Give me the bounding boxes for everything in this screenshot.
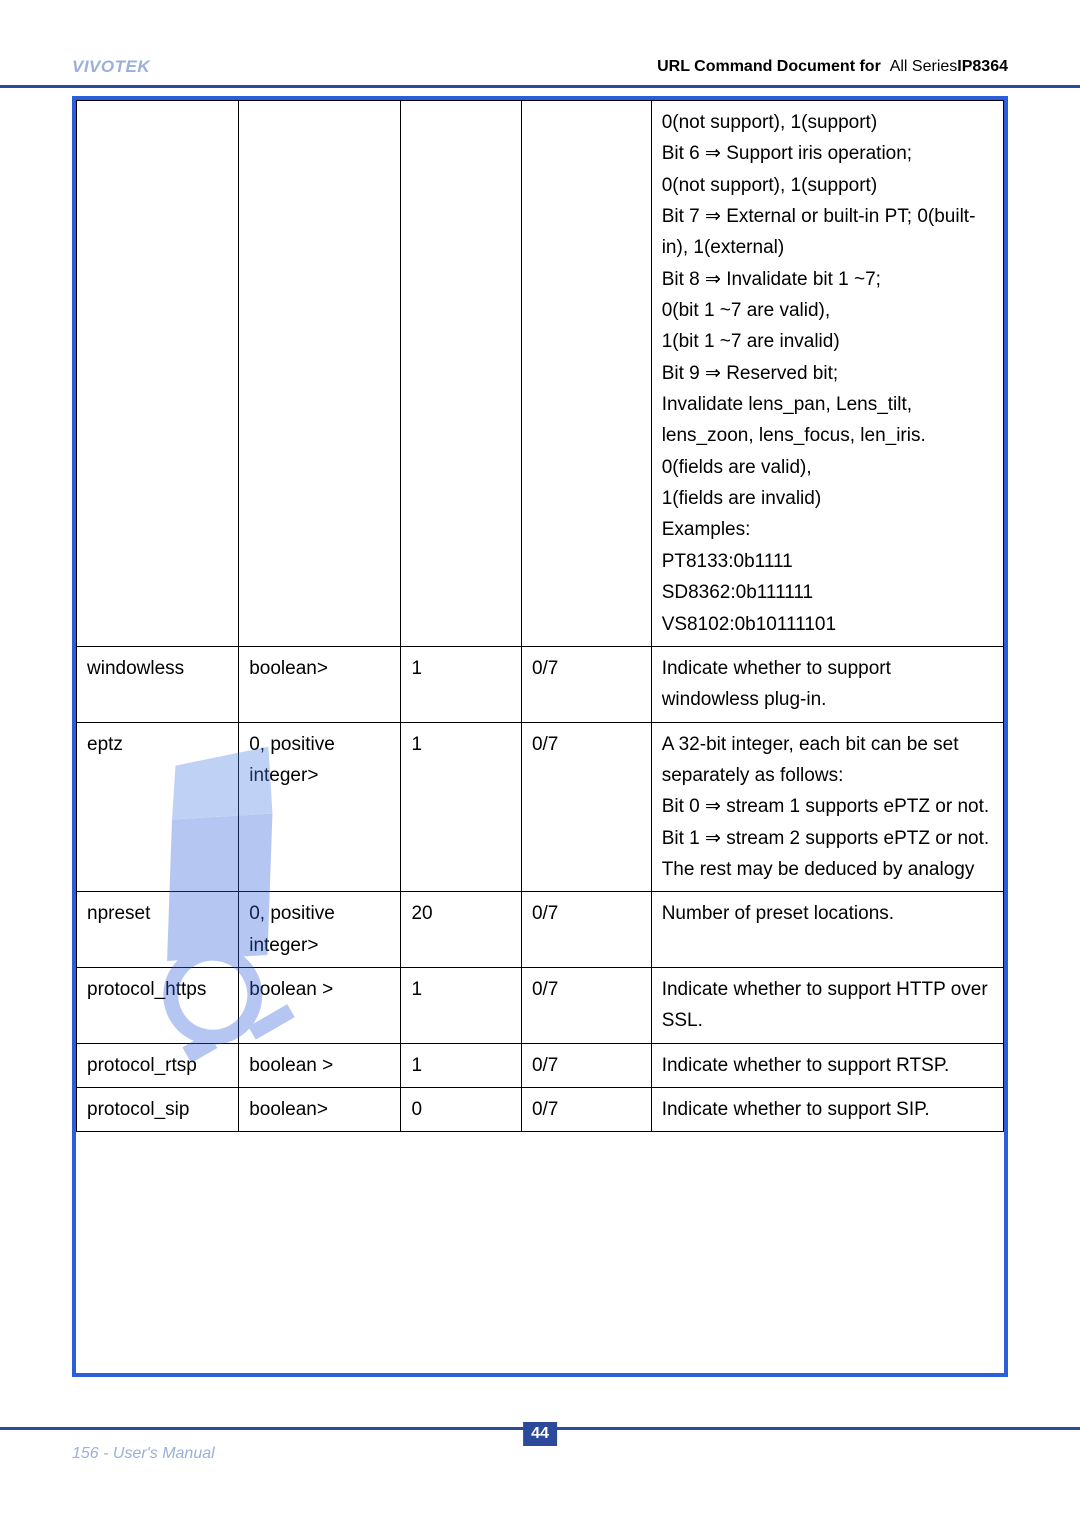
cell-name: protocol_rtsp	[77, 1043, 239, 1087]
spec-table-container: 0(not support), 1(support) Bit 6 ⇒ Suppo…	[72, 96, 1008, 1377]
cell-desc: Indicate whether to support SIP.	[651, 1087, 1003, 1131]
cell-desc: Indicate whether to support RTSP.	[651, 1043, 1003, 1087]
cell-desc: Number of preset locations.	[651, 892, 1003, 968]
page-footer: 156 - User's Manual 44	[0, 1427, 1080, 1467]
table-row: eptz0, positive integer>10/7A 32-bit int…	[77, 722, 1004, 892]
cell-perm: 0/7	[521, 1043, 651, 1087]
cell-desc: Indicate whether to support windowless p…	[651, 646, 1003, 722]
cell-perm	[521, 101, 651, 647]
cell-perm: 0/7	[521, 1087, 651, 1131]
cell-perm: 0/7	[521, 722, 651, 892]
cell-def: 1	[401, 967, 522, 1043]
doc-title-model: IP8364	[957, 58, 1008, 75]
cell-perm: 0/7	[521, 646, 651, 722]
spec-table: 0(not support), 1(support) Bit 6 ⇒ Suppo…	[76, 100, 1004, 1132]
cell-perm: 0/7	[521, 892, 651, 968]
cell-desc: 0(not support), 1(support) Bit 6 ⇒ Suppo…	[651, 101, 1003, 647]
cell-def	[401, 101, 522, 647]
cell-def: 1	[401, 722, 522, 892]
cell-desc: A 32-bit integer, each bit can be set se…	[651, 722, 1003, 892]
doc-title: URL Command Document for All SeriesIP836…	[657, 58, 1008, 76]
cell-perm: 0/7	[521, 967, 651, 1043]
cell-type	[239, 101, 401, 647]
table-row: protocol_rtsp boolean >10/7Indicate whet…	[77, 1043, 1004, 1087]
cell-name: eptz	[77, 722, 239, 892]
cell-def: 20	[401, 892, 522, 968]
cell-name: npreset	[77, 892, 239, 968]
table-row: windowlessboolean>10/7Indicate whether t…	[77, 646, 1004, 722]
footer-left: 156 - User's Manual	[72, 1445, 215, 1463]
cell-type: boolean >	[239, 967, 401, 1043]
doc-title-series: All Series	[890, 58, 958, 75]
page-header: VIVOTEK URL Command Document for All Ser…	[0, 48, 1080, 88]
cell-name	[77, 101, 239, 647]
cell-type: boolean >	[239, 1043, 401, 1087]
doc-title-bold: URL Command Document for	[657, 58, 881, 75]
footer-page-number: 44	[523, 1422, 557, 1446]
cell-type: 0, positive integer>	[239, 722, 401, 892]
cell-name: windowless	[77, 646, 239, 722]
cell-name: protocol_https	[77, 967, 239, 1043]
cell-name: protocol_sip	[77, 1087, 239, 1131]
cell-desc: Indicate whether to support HTTP over SS…	[651, 967, 1003, 1043]
table-row: 0(not support), 1(support) Bit 6 ⇒ Suppo…	[77, 101, 1004, 647]
cell-type: boolean>	[239, 646, 401, 722]
table-row: npreset0, positive integer>200/7Number o…	[77, 892, 1004, 968]
table-row: protocol_sipboolean>00/7Indicate whether…	[77, 1087, 1004, 1131]
table-row: protocol_https boolean >10/7Indicate whe…	[77, 967, 1004, 1043]
brand-text: VIVOTEK	[72, 57, 150, 77]
cell-def: 0	[401, 1087, 522, 1131]
cell-def: 1	[401, 1043, 522, 1087]
cell-def: 1	[401, 646, 522, 722]
cell-type: 0, positive integer>	[239, 892, 401, 968]
cell-type: boolean>	[239, 1087, 401, 1131]
